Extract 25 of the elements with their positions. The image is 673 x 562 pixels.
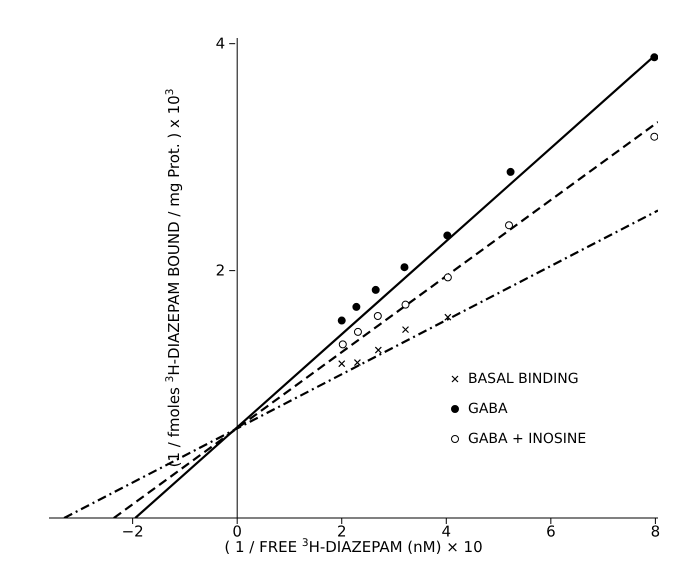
point bbox=[374, 346, 382, 354]
x-tick-label: 6 bbox=[546, 522, 556, 541]
point bbox=[444, 273, 452, 282]
point bbox=[400, 263, 408, 272]
point bbox=[506, 168, 515, 176]
point bbox=[444, 314, 452, 321]
point bbox=[374, 312, 382, 320]
point bbox=[354, 358, 362, 366]
point bbox=[372, 286, 380, 294]
x-tick-label: −2 bbox=[122, 522, 144, 541]
point bbox=[352, 302, 360, 311]
point bbox=[650, 132, 658, 141]
legend-label: GABA bbox=[468, 400, 508, 419]
point bbox=[505, 221, 514, 230]
point bbox=[650, 53, 658, 62]
point bbox=[338, 316, 346, 325]
point bbox=[354, 328, 362, 336]
legend-label: GABA + INOSINE bbox=[468, 430, 586, 449]
point bbox=[402, 326, 410, 334]
legend-label: BASAL BINDING bbox=[468, 370, 579, 389]
x-tick-label: 8 bbox=[650, 522, 660, 541]
point bbox=[443, 231, 452, 240]
point bbox=[402, 300, 410, 309]
point bbox=[338, 340, 347, 348]
point bbox=[338, 360, 346, 368]
